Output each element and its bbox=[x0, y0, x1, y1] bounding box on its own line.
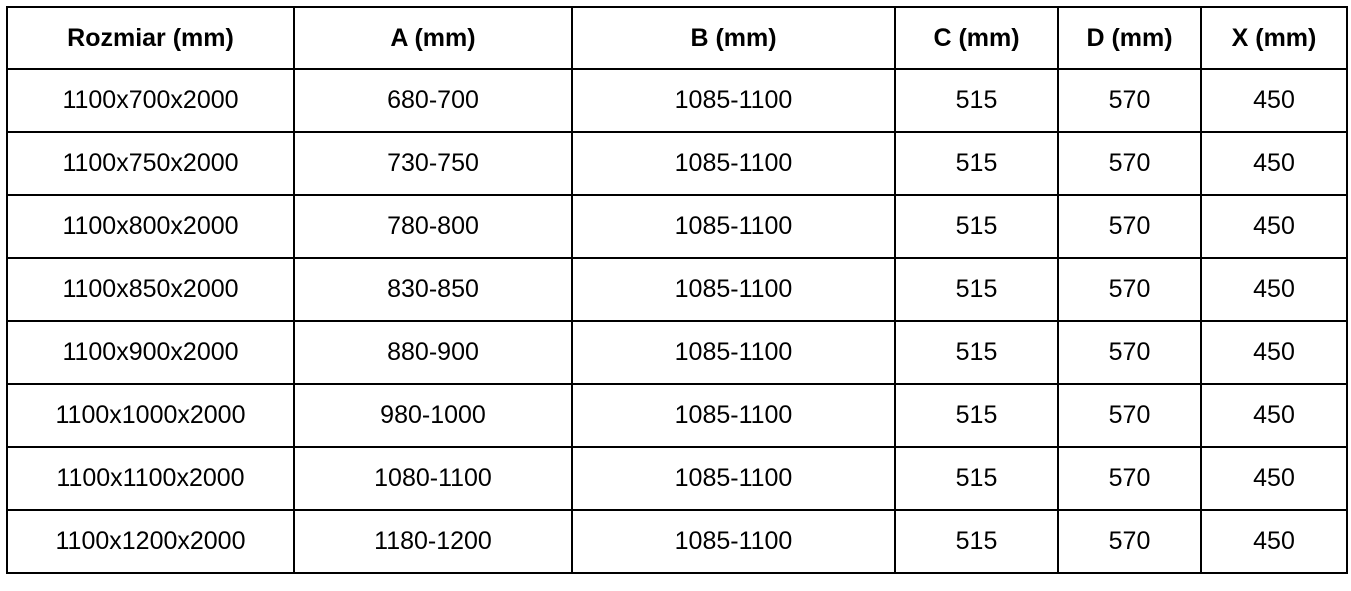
table-cell: 570 bbox=[1057, 257, 1202, 322]
column-header: B (mm) bbox=[571, 6, 896, 70]
table-row: 1100x750x2000 730-750 1085-1100 515 570 450 bbox=[6, 131, 1348, 196]
column-header: Rozmiar (mm) bbox=[6, 6, 295, 70]
table-cell: 570 bbox=[1057, 131, 1202, 196]
table-cell: 450 bbox=[1200, 131, 1348, 196]
table-cell: 570 bbox=[1057, 194, 1202, 259]
table-cell: 730-750 bbox=[293, 131, 573, 196]
table-cell: 450 bbox=[1200, 383, 1348, 448]
table-row: 1100x1100x2000 1080-1100 1085-1100 515 570 45… bbox=[6, 446, 1348, 511]
table-cell: 1085-1100 bbox=[571, 257, 896, 322]
column-header: A (mm) bbox=[293, 6, 573, 70]
table-cell: 515 bbox=[894, 446, 1059, 511]
table-cell: 450 bbox=[1200, 320, 1348, 385]
table-cell: 1085-1100 bbox=[571, 509, 896, 574]
table-cell: 1100x850x2000 bbox=[6, 257, 295, 322]
table-cell: 1085-1100 bbox=[571, 446, 896, 511]
table-cell: 570 bbox=[1057, 509, 1202, 574]
table-cell: 1085-1100 bbox=[571, 383, 896, 448]
table-cell: 680-700 bbox=[293, 68, 573, 133]
table-row: 1100x900x2000 880-900 1085-1100 515 570 450 bbox=[6, 320, 1348, 385]
table-row: 1100x1000x2000 980-1000 1085-1100 515 570 450 bbox=[6, 383, 1348, 448]
table-cell: 570 bbox=[1057, 383, 1202, 448]
table-cell: 450 bbox=[1200, 509, 1348, 574]
table-cell: 1180-1200 bbox=[293, 509, 573, 574]
dimensions-table: Rozmiar (mm) A (mm) B (mm) C (mm) D (mm) X (m… bbox=[6, 6, 1348, 574]
table-cell: 1080-1100 bbox=[293, 446, 573, 511]
column-header: D (mm) bbox=[1057, 6, 1202, 70]
column-header: X (mm) bbox=[1200, 6, 1348, 70]
table-cell: 570 bbox=[1057, 68, 1202, 133]
table-cell: 1100x1200x2000 bbox=[6, 509, 295, 574]
table-cell: 570 bbox=[1057, 446, 1202, 511]
table-row: 1100x700x2000 680-700 1085-1100 515 570 450 bbox=[6, 68, 1348, 133]
table-row: 1100x1200x2000 1180-1200 1085-1100 515 570 45… bbox=[6, 509, 1348, 574]
table-cell: 980-1000 bbox=[293, 383, 573, 448]
table-cell: 880-900 bbox=[293, 320, 573, 385]
table-cell: 450 bbox=[1200, 446, 1348, 511]
table-cell: 515 bbox=[894, 383, 1059, 448]
table-cell: 1100x1000x2000 bbox=[6, 383, 295, 448]
table-row: 1100x850x2000 830-850 1085-1100 515 570 450 bbox=[6, 257, 1348, 322]
table-cell: 1100x800x2000 bbox=[6, 194, 295, 259]
table-cell: 450 bbox=[1200, 68, 1348, 133]
table-cell: 780-800 bbox=[293, 194, 573, 259]
table-cell: 1100x700x2000 bbox=[6, 68, 295, 133]
table-cell: 1085-1100 bbox=[571, 131, 896, 196]
table-cell: 515 bbox=[894, 509, 1059, 574]
table-cell: 515 bbox=[894, 257, 1059, 322]
table-row: 1100x800x2000 780-800 1085-1100 515 570 450 bbox=[6, 194, 1348, 259]
table-cell: 515 bbox=[894, 68, 1059, 133]
table-cell: 515 bbox=[894, 131, 1059, 196]
column-header: C (mm) bbox=[894, 6, 1059, 70]
table-cell: 1085-1100 bbox=[571, 68, 896, 133]
table-cell: 830-850 bbox=[293, 257, 573, 322]
table-cell: 450 bbox=[1200, 194, 1348, 259]
header-row: Rozmiar (mm) A (mm) B (mm) C (mm) D (mm) X (m… bbox=[6, 6, 1348, 70]
table-cell: 1100x750x2000 bbox=[6, 131, 295, 196]
table-cell: 515 bbox=[894, 194, 1059, 259]
table-cell: 1100x1100x2000 bbox=[6, 446, 295, 511]
table-cell: 515 bbox=[894, 320, 1059, 385]
table-cell: 450 bbox=[1200, 257, 1348, 322]
table-cell: 1085-1100 bbox=[571, 194, 896, 259]
table-cell: 1085-1100 bbox=[571, 320, 896, 385]
table-cell: 570 bbox=[1057, 320, 1202, 385]
table-cell: 1100x900x2000 bbox=[6, 320, 295, 385]
